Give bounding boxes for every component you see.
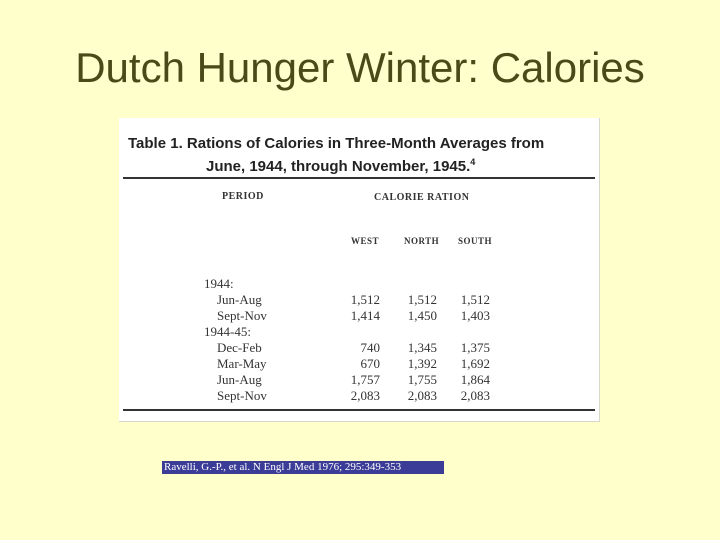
table-cell-value: 1,755 (407, 372, 437, 387)
period-header: Period (222, 191, 264, 202)
table-cell-value: 1,757 (350, 372, 380, 387)
table-row-period: Jun-Aug (217, 372, 262, 387)
table-caption: Table 1. Rations of Calories in Three-Mo… (128, 134, 544, 176)
column-header-south: South (458, 236, 493, 246)
table-cell-value: 1,512 (350, 292, 380, 307)
table-top-rule (123, 177, 595, 179)
table-row-period: Mar-May (217, 356, 267, 371)
table-row-period: Dec-Feb (217, 340, 262, 355)
table-row-period: Jun-Aug (217, 292, 262, 307)
slide-title: Dutch Hunger Winter: Calories (75, 44, 645, 91)
table-cell-value: 670 (360, 356, 381, 371)
table-cell-value: 1,345 (407, 340, 437, 355)
caption-line-2: June, 1944, through November, 1945.4 (128, 153, 544, 176)
table-cell-value: 1,450 (407, 308, 437, 323)
table-cell-value: 1,414 (350, 308, 380, 323)
caption-line-2-text: June, 1944, through November, 1945. (206, 158, 471, 175)
table-cell-value: 1,512 (460, 292, 490, 307)
table-cell-value: 1,392 (407, 356, 437, 371)
table-cell-value: 1,692 (460, 356, 490, 371)
table-group-label: 1944: (204, 276, 234, 291)
table-row-period: Sept-Nov (217, 308, 267, 323)
table-image: Table 1. Rations of Calories in Three-Mo… (119, 118, 600, 422)
table-group-label: 1944-45: (204, 324, 251, 339)
caption-line-1: Table 1. Rations of Calories in Three-Mo… (128, 135, 545, 152)
table-bottom-rule (123, 409, 595, 411)
table-cell-value: 1,375 (460, 340, 490, 355)
citation: Ravelli, G.-P., et al. N Engl J Med 1976… (162, 461, 444, 474)
calorie-ration-header: Calorie Ration (374, 192, 470, 203)
column-header-west: West (351, 236, 380, 246)
table-cell-value: 740 (360, 340, 381, 355)
caption-reference: 4 (470, 157, 476, 167)
table-row-period: Sept-Nov (217, 388, 267, 403)
column-header-north: North (404, 236, 440, 246)
table-cell-value: 2,083 (460, 388, 490, 403)
table-cell-value: 2,083 (407, 388, 437, 403)
table-cell-value: 1,403 (460, 308, 490, 323)
table-cell-value: 1,864 (460, 372, 490, 387)
table-cell-value: 2,083 (350, 388, 380, 403)
table-cell-value: 1,512 (407, 292, 437, 307)
